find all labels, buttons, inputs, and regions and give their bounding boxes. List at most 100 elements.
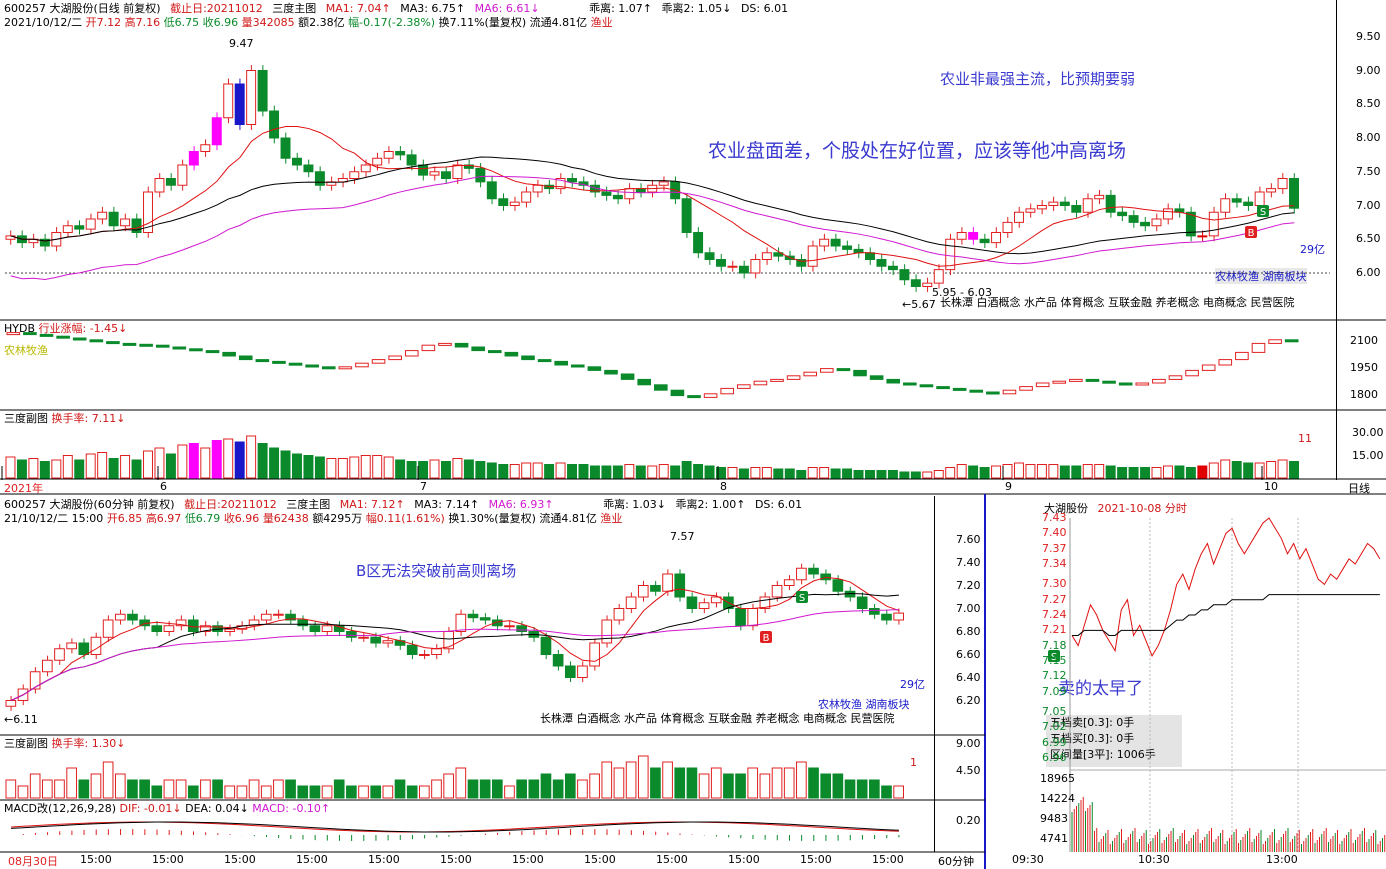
hourly-candle <box>747 608 759 627</box>
hsub-bar <box>759 773 771 799</box>
hydb-candle <box>570 364 585 368</box>
h-ma3-value: MA3: 7.14↑ <box>414 498 480 511</box>
hsub-value: 换手率: 1.30↓ <box>51 737 126 750</box>
sub1-bar <box>1220 459 1231 479</box>
sub1-value: 换手率: 7.11↓ <box>51 412 126 425</box>
hourly-sector-tags[interactable]: 农林牧渔 湖南板块 <box>818 698 910 711</box>
hourly-candle <box>491 619 503 627</box>
intraday-y-tick: 7.43 <box>1042 511 1067 524</box>
h-close-price: 收6.96 <box>223 512 260 525</box>
hsub-label[interactable]: 三度副图 <box>4 737 48 750</box>
hourly-time-tick: 15:00 <box>368 853 400 866</box>
open-price: 开7.12 <box>85 16 122 29</box>
sub1-bar <box>1002 464 1013 479</box>
daily-candle <box>349 171 360 179</box>
sector-value[interactable]: 渔业 <box>590 16 613 29</box>
macd-dif: DIF: -0.01↓ <box>119 802 182 815</box>
hydb-header: HYDB 行业涨幅: -1.45↓ <box>4 322 127 336</box>
daily-y-tick: 7.00 <box>1356 198 1381 212</box>
hourly-candle <box>589 642 600 667</box>
hsub-bar <box>528 779 540 799</box>
sub1-bar <box>738 468 749 479</box>
h-ma6-value: MA6: 6.93↑ <box>488 498 554 511</box>
daily-candle <box>85 218 96 230</box>
hsub-bar <box>662 761 673 799</box>
sub1-bar <box>280 450 291 479</box>
sub1-bar <box>704 465 715 479</box>
hourly-candle <box>175 619 187 627</box>
daily-period[interactable]: 日线 <box>1348 482 1370 495</box>
daily-concepts: 长株潭 白酒概念 水产品 体育概念 互联金融 养老概念 电商概念 民营医院 <box>940 296 1295 309</box>
daily-time-tick: 9 <box>1005 480 1012 493</box>
hydb-label[interactable]: HYDB <box>4 322 36 335</box>
sub1-bar <box>945 467 956 479</box>
float-value: 流通4.81亿 <box>529 16 588 29</box>
macd-macd: MACD: -0.10↑ <box>252 802 331 815</box>
sub1-bar <box>784 468 795 479</box>
sub1-bar <box>475 461 486 479</box>
daily-time-tick: 2021年 <box>4 482 43 495</box>
daily-candle <box>1036 205 1047 210</box>
sub1-bar <box>349 456 360 479</box>
sub1-bar <box>567 464 578 479</box>
hourly-y-tick: 6.40 <box>956 670 981 684</box>
hourly-period[interactable]: 60分钟 <box>938 855 974 868</box>
daily-candle <box>303 164 314 173</box>
hourly-candle <box>832 579 844 592</box>
h-float-value: 流通4.81亿 <box>539 512 597 525</box>
sub1-bar <box>532 462 543 479</box>
h-stock-code[interactable]: 600257 大湖股份(60分钟 前复权) <box>4 498 175 511</box>
daily-ma1-line <box>10 126 1295 267</box>
h-sector-value[interactable]: 渔业 <box>600 512 623 525</box>
h-trade-marker <box>760 631 772 643</box>
hourly-candle <box>382 640 394 644</box>
hydb-candle <box>903 382 917 386</box>
hourly-candle <box>893 612 904 621</box>
sub1-bar <box>658 464 669 479</box>
hourly-candle <box>783 579 795 586</box>
sub1-bar <box>120 455 131 479</box>
daily-chart-panel[interactable]: 600257 大湖股份(日线 前复权) 截止日:20211012 三度主图 MA… <box>0 0 1386 480</box>
sub1-bar <box>750 467 761 479</box>
daily-candle <box>498 198 509 206</box>
sub1-bar <box>16 459 27 479</box>
hourly-candle <box>54 648 65 661</box>
hsub-bar <box>613 767 625 799</box>
h-trade-marker <box>796 591 808 603</box>
sub1-bar <box>1048 464 1059 479</box>
stock-code[interactable]: 600257 大湖股份(日线 前复权) <box>4 2 161 15</box>
hydb-candle <box>338 366 353 370</box>
sub1-label[interactable]: 三度副图 <box>4 412 48 425</box>
sub1-bar <box>544 464 555 479</box>
daily-candle <box>234 83 245 125</box>
main-chart-label[interactable]: 三度主图 <box>272 2 317 15</box>
daily-candle <box>200 144 211 152</box>
daily-candle <box>567 178 578 183</box>
sub1-bar <box>1243 462 1254 479</box>
sub1-bar <box>773 468 784 479</box>
macd-label[interactable]: MACD改(12,26,9,28) <box>4 802 117 815</box>
hourly-candle <box>321 625 333 632</box>
change-value: 幅-0.17(-2.38%) <box>348 16 436 29</box>
hourly-candle <box>637 585 649 598</box>
hourly-header-1: 600257 大湖股份(60分钟 前复权) 截止日:20211012 三度主图 … <box>4 498 808 512</box>
sub1-bar <box>303 455 314 479</box>
sub1-bar <box>1025 464 1036 479</box>
hourly-candle <box>346 631 357 638</box>
hsub-bar <box>333 779 345 799</box>
hourly-candle <box>564 665 576 678</box>
hourly-candle <box>820 573 832 581</box>
hourly-candle <box>127 613 138 621</box>
daily-candle <box>956 232 967 240</box>
daily-candle <box>624 188 635 200</box>
intraday-y-tick: 7.34 <box>1042 556 1067 570</box>
intraday-stock[interactable]: 大湖股份 <box>1044 502 1088 515</box>
daily-low-label: ←5.67 <box>902 298 936 311</box>
daily-candle <box>292 157 302 166</box>
hydb-candle <box>205 350 220 354</box>
intraday-y-tick: 7.18 <box>1042 638 1067 652</box>
hsub-bar <box>820 773 832 799</box>
daily-candle <box>1185 211 1196 237</box>
h-main-chart-label[interactable]: 三度主图 <box>286 498 331 511</box>
sub1-y-tick: 15.00 <box>1352 448 1384 462</box>
